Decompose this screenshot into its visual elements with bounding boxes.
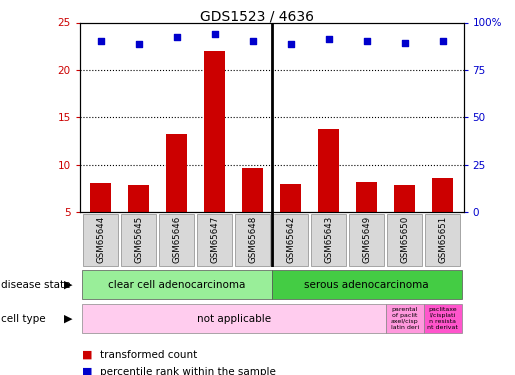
Text: GSM65644: GSM65644	[96, 216, 105, 263]
Text: GDS1523 / 4636: GDS1523 / 4636	[200, 9, 315, 23]
Text: ▶: ▶	[64, 314, 73, 324]
Text: cell type: cell type	[1, 314, 46, 324]
Bar	[349, 214, 384, 266]
Text: GSM65651: GSM65651	[438, 216, 447, 263]
Text: disease state: disease state	[1, 280, 71, 290]
Text: paclitaxe
l/cisplati
n resista
nt derivat: paclitaxe l/cisplati n resista nt deriva…	[427, 308, 458, 330]
Bar	[280, 184, 301, 212]
Bar	[272, 270, 461, 299]
Text: GSM65646: GSM65646	[172, 216, 181, 263]
Bar	[204, 51, 225, 212]
Bar	[128, 185, 149, 212]
Bar	[90, 183, 111, 212]
Text: GSM65650: GSM65650	[400, 216, 409, 263]
Text: percentile rank within the sample: percentile rank within the sample	[100, 367, 277, 375]
Bar	[432, 178, 453, 212]
Bar	[82, 304, 386, 333]
Bar	[242, 168, 263, 212]
Text: not applicable: not applicable	[197, 314, 271, 324]
Text: ■: ■	[82, 350, 93, 360]
Text: serous adenocarcinoma: serous adenocarcinoma	[304, 280, 429, 290]
Text: GSM65648: GSM65648	[248, 216, 257, 263]
Point	[363, 39, 371, 45]
Text: GSM65645: GSM65645	[134, 216, 143, 263]
Point	[134, 41, 143, 47]
Point	[401, 40, 409, 46]
Point	[438, 39, 447, 45]
Text: parental
of paclit
axel/cisp
latin deri: parental of paclit axel/cisp latin deri	[390, 308, 419, 330]
Bar	[386, 304, 424, 333]
Bar	[82, 270, 272, 299]
Point	[286, 41, 295, 47]
Bar	[425, 214, 460, 266]
Point	[97, 39, 105, 45]
Text: clear cell adenocarcinoma: clear cell adenocarcinoma	[108, 280, 245, 290]
Text: ■: ■	[82, 367, 93, 375]
Bar	[166, 134, 187, 212]
Bar	[387, 214, 422, 266]
Bar	[197, 214, 232, 266]
Bar	[394, 185, 415, 212]
Point	[211, 31, 219, 37]
Bar	[311, 214, 346, 266]
Bar	[83, 214, 118, 266]
Bar	[235, 214, 270, 266]
Bar	[273, 214, 308, 266]
Bar	[121, 214, 156, 266]
Point	[173, 34, 181, 40]
Text: GSM65643: GSM65643	[324, 216, 333, 263]
Text: transformed count: transformed count	[100, 350, 198, 360]
Bar	[159, 214, 194, 266]
Text: GSM65647: GSM65647	[210, 216, 219, 263]
Bar	[318, 129, 339, 212]
Text: GSM65642: GSM65642	[286, 216, 295, 263]
Bar	[356, 182, 377, 212]
Point	[324, 36, 333, 42]
Text: ▶: ▶	[64, 280, 73, 290]
Point	[249, 39, 257, 45]
Text: GSM65649: GSM65649	[362, 216, 371, 263]
Bar	[424, 304, 461, 333]
